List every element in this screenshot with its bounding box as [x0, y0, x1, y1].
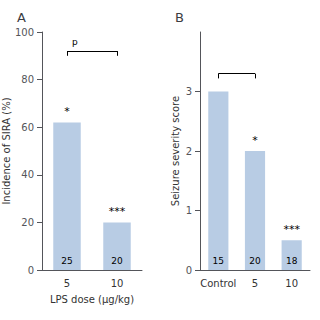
svg-text:2: 2 [186, 146, 192, 157]
svg-text:25: 25 [61, 256, 72, 266]
svg-text:40: 40 [21, 169, 34, 180]
svg-text:p: p [72, 37, 78, 47]
svg-text:0: 0 [186, 265, 192, 276]
svg-text:5: 5 [64, 278, 70, 289]
svg-text:15: 15 [213, 256, 224, 266]
svg-text:B: B [175, 10, 184, 25]
svg-text:60: 60 [21, 122, 34, 133]
svg-text:***: *** [283, 223, 300, 236]
svg-text:Control: Control [200, 278, 236, 289]
svg-text:3: 3 [186, 86, 192, 97]
svg-text:5: 5 [252, 278, 258, 289]
svg-text:*: * [64, 105, 70, 118]
svg-text:Seizure severity score: Seizure severity score [170, 96, 181, 206]
svg-text:A: A [17, 10, 26, 25]
svg-text:20: 20 [111, 256, 123, 266]
svg-text:0: 0 [28, 265, 34, 276]
svg-text:*: * [252, 134, 258, 147]
svg-text:80: 80 [21, 74, 34, 85]
svg-text:10: 10 [285, 278, 298, 289]
svg-text:100: 100 [15, 27, 34, 38]
svg-text:1: 1 [186, 205, 192, 216]
svg-text:20: 20 [249, 256, 261, 266]
svg-text:Incidence of SIRA (%): Incidence of SIRA (%) [1, 97, 12, 204]
svg-text:10: 10 [111, 278, 124, 289]
svg-text:18: 18 [286, 256, 298, 266]
svg-text:LPS dose (µg/kg): LPS dose (µg/kg) [50, 294, 134, 305]
svg-text:20: 20 [21, 217, 34, 228]
svg-text:***: *** [109, 205, 126, 218]
